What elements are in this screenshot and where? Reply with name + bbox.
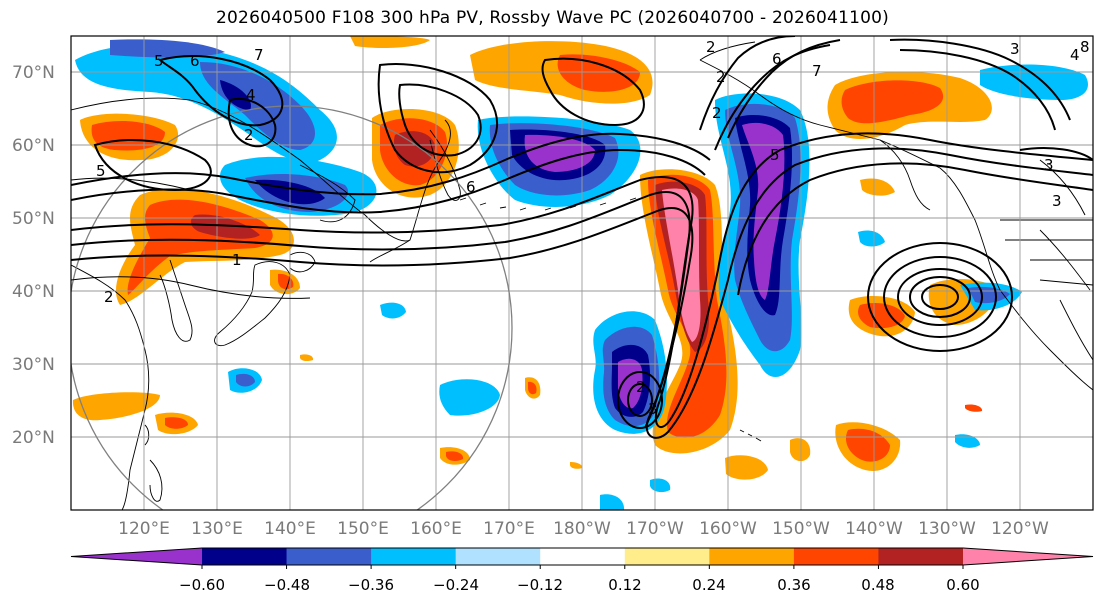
contour-labels: 5 6 4 2 7 6 5 2 1 2 2 6 7 5 8 2 3 3 3 2 …: [96, 38, 1090, 418]
reference-circle: [71, 105, 513, 510]
lon-label: 160°E: [410, 519, 462, 539]
contour-label: 3: [1010, 40, 1020, 58]
map-frame: [70, 35, 1094, 511]
lat-label-70n: 70°N: [12, 63, 55, 83]
contour-label: 2: [244, 126, 254, 144]
latitude-labels: 70°N 60°N 50°N 40°N 30°N 20°N: [12, 63, 55, 448]
contour-label: 7: [254, 46, 264, 64]
lon-label: 170°E: [483, 519, 535, 539]
colorbar-tick-label: 0.48: [861, 576, 894, 594]
colorbar-segment: [71, 548, 202, 565]
contour-label: 7: [812, 62, 822, 80]
contour-label: 6: [772, 50, 782, 68]
colorbar-tick-label: −0.60: [179, 576, 225, 594]
colorbar-segment: [202, 548, 288, 565]
lat-label-50n: 50°N: [12, 209, 55, 229]
contour-label: 2: [104, 288, 114, 306]
lon-label: 130°W: [918, 519, 976, 539]
contour-label: 8: [1080, 38, 1090, 56]
lat-label-40n: 40°N: [12, 282, 55, 302]
colorbar-tick-label: 0.24: [692, 576, 725, 594]
map-title: 2026040500 F108 300 hPa PV, Rossby Wave …: [216, 8, 889, 28]
lat-label-30n: 30°N: [12, 355, 55, 375]
contour-label: 5: [154, 52, 164, 70]
colorbar-tick-label: 0.60: [946, 576, 979, 594]
contour-label: 2: [712, 104, 722, 122]
lon-label: 180°W: [553, 519, 611, 539]
lat-label-60n: 60°N: [12, 136, 55, 156]
contour-label: 4: [1070, 46, 1080, 64]
colorbar-segment: [371, 548, 457, 565]
lon-label: 170°W: [626, 519, 684, 539]
contour-label: 3: [1044, 156, 1054, 174]
colorbar-tick-label: −0.36: [348, 576, 394, 594]
longitude-labels: 120°E 130°E 140°E 150°E 160°E 170°E 180°…: [118, 519, 1049, 539]
colorbar-segment: [624, 548, 710, 565]
colorbar-segment: [540, 548, 626, 565]
contour-label: 1: [232, 251, 242, 269]
contour-label: 5: [96, 162, 106, 180]
lon-label: 150°E: [337, 519, 389, 539]
colorbar-segment: [793, 548, 879, 565]
colorbar-tick-label: −0.48: [264, 576, 310, 594]
colorbar-tick-label: 0.12: [608, 576, 641, 594]
lon-label: 130°E: [191, 519, 243, 539]
colorbar-segment: [455, 548, 541, 565]
colorbar-tick-label: 0.36: [777, 576, 810, 594]
colorbar-tick-label: −0.12: [517, 576, 563, 594]
lon-label: 120°W: [991, 519, 1049, 539]
lat-label-20n: 20°N: [12, 428, 55, 448]
contour-label: 2: [706, 38, 716, 56]
contour-label: 6: [466, 178, 476, 196]
contour-label: 4: [246, 86, 256, 104]
colorbar-segment: [286, 548, 372, 565]
colorbar-tick-label: −0.24: [433, 576, 479, 594]
lon-label: 140°E: [264, 519, 316, 539]
contour-label: 3: [1052, 192, 1062, 210]
contour-label: 2: [636, 378, 646, 396]
lon-label: 150°W: [772, 519, 830, 539]
coastlines: [71, 41, 1093, 510]
contour-label: 2: [716, 68, 726, 86]
lon-label: 160°W: [699, 519, 757, 539]
colorbar-segment: [709, 548, 795, 565]
lon-label: 120°E: [118, 519, 170, 539]
pv-contours-thin: [71, 159, 1086, 299]
contour-label: 5: [770, 146, 780, 164]
contour-label: 3: [648, 400, 658, 418]
map-gridlines: [71, 36, 1093, 510]
colorbar: −0.60 −0.48 −0.36 −0.24 −0.12 0.12 0.24 …: [70, 547, 1094, 594]
pv-contours: [71, 36, 1093, 439]
colorbar-segment: [963, 548, 1093, 565]
contour-label: 6: [190, 52, 200, 70]
colorbar-segment: [878, 548, 964, 565]
lon-label: 140°W: [845, 519, 903, 539]
